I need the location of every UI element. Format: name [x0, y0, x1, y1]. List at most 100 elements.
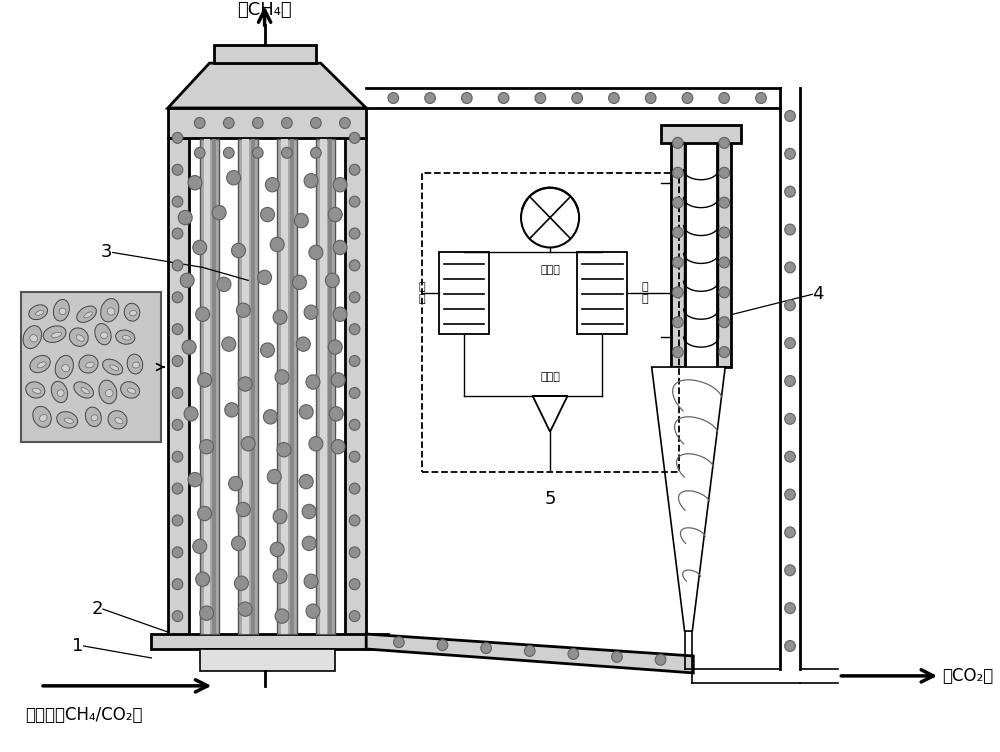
Circle shape — [282, 117, 292, 129]
Circle shape — [172, 483, 183, 494]
Ellipse shape — [57, 390, 64, 396]
Bar — [238, 139, 258, 634]
Ellipse shape — [76, 335, 84, 341]
Ellipse shape — [69, 328, 88, 347]
Circle shape — [349, 260, 360, 271]
Circle shape — [349, 132, 360, 144]
Bar — [200, 649, 335, 671]
Ellipse shape — [26, 382, 45, 398]
Circle shape — [311, 147, 321, 159]
Circle shape — [304, 305, 318, 320]
Circle shape — [236, 303, 250, 317]
Circle shape — [172, 387, 183, 399]
Circle shape — [194, 147, 205, 159]
Circle shape — [263, 410, 277, 424]
Polygon shape — [533, 396, 567, 432]
Circle shape — [172, 515, 183, 526]
Circle shape — [270, 238, 284, 252]
Circle shape — [785, 489, 795, 500]
Bar — [277, 139, 297, 634]
Circle shape — [265, 177, 279, 192]
Bar — [577, 253, 627, 334]
Text: 4: 4 — [812, 285, 824, 303]
Circle shape — [349, 356, 360, 366]
Circle shape — [304, 174, 318, 188]
Circle shape — [425, 92, 435, 104]
Ellipse shape — [35, 311, 44, 315]
Circle shape — [188, 175, 202, 190]
Bar — [200, 139, 219, 634]
Circle shape — [172, 611, 183, 622]
Circle shape — [261, 343, 274, 357]
Ellipse shape — [105, 390, 113, 397]
Polygon shape — [168, 108, 366, 138]
Circle shape — [719, 227, 730, 238]
Circle shape — [672, 197, 683, 208]
Text: 膨胀节: 膨胀节 — [540, 372, 560, 382]
Circle shape — [270, 542, 284, 556]
Circle shape — [535, 92, 546, 104]
Circle shape — [223, 147, 234, 159]
Ellipse shape — [110, 365, 119, 371]
Circle shape — [172, 356, 183, 366]
Circle shape — [172, 323, 183, 335]
Bar — [290, 139, 294, 634]
Ellipse shape — [99, 381, 117, 404]
Circle shape — [188, 472, 202, 487]
Ellipse shape — [29, 305, 48, 320]
Circle shape — [785, 565, 795, 576]
Ellipse shape — [122, 335, 131, 340]
Circle shape — [498, 92, 509, 104]
Ellipse shape — [51, 332, 61, 338]
Circle shape — [200, 440, 214, 454]
Circle shape — [296, 337, 310, 351]
Circle shape — [238, 377, 252, 391]
Circle shape — [719, 347, 730, 357]
Circle shape — [227, 171, 241, 185]
Bar — [251, 139, 255, 634]
Ellipse shape — [37, 362, 46, 368]
Ellipse shape — [121, 382, 140, 398]
Circle shape — [785, 527, 795, 538]
Circle shape — [349, 228, 360, 239]
Ellipse shape — [81, 387, 90, 394]
Bar — [328, 139, 332, 634]
Circle shape — [217, 277, 231, 292]
Circle shape — [655, 654, 666, 666]
Circle shape — [785, 224, 795, 235]
Circle shape — [349, 196, 360, 207]
Circle shape — [785, 602, 795, 614]
Text: 5: 5 — [544, 490, 556, 508]
Text: 混合气（CH₄/CO₂）: 混合气（CH₄/CO₂） — [26, 706, 143, 723]
Circle shape — [682, 92, 693, 104]
Ellipse shape — [51, 381, 68, 402]
Circle shape — [785, 300, 795, 311]
Circle shape — [273, 569, 287, 584]
Circle shape — [572, 92, 582, 104]
Circle shape — [273, 310, 287, 324]
Ellipse shape — [53, 299, 69, 321]
Circle shape — [273, 509, 287, 523]
Text: 压缩机: 压缩机 — [540, 265, 560, 275]
Ellipse shape — [103, 359, 123, 374]
Circle shape — [672, 347, 683, 357]
Circle shape — [349, 164, 360, 175]
Circle shape — [238, 602, 252, 617]
Circle shape — [325, 273, 339, 287]
Circle shape — [524, 645, 535, 656]
Ellipse shape — [33, 406, 51, 427]
Circle shape — [719, 197, 730, 208]
Circle shape — [193, 539, 207, 553]
Circle shape — [719, 317, 730, 328]
Circle shape — [277, 443, 291, 457]
Bar — [345, 138, 366, 636]
Circle shape — [329, 407, 343, 421]
Ellipse shape — [127, 354, 143, 374]
Ellipse shape — [130, 311, 137, 316]
Text: 2: 2 — [91, 600, 103, 618]
Circle shape — [172, 260, 183, 271]
Circle shape — [719, 257, 730, 268]
Circle shape — [275, 609, 289, 623]
Circle shape — [719, 287, 730, 298]
Circle shape — [672, 227, 683, 238]
